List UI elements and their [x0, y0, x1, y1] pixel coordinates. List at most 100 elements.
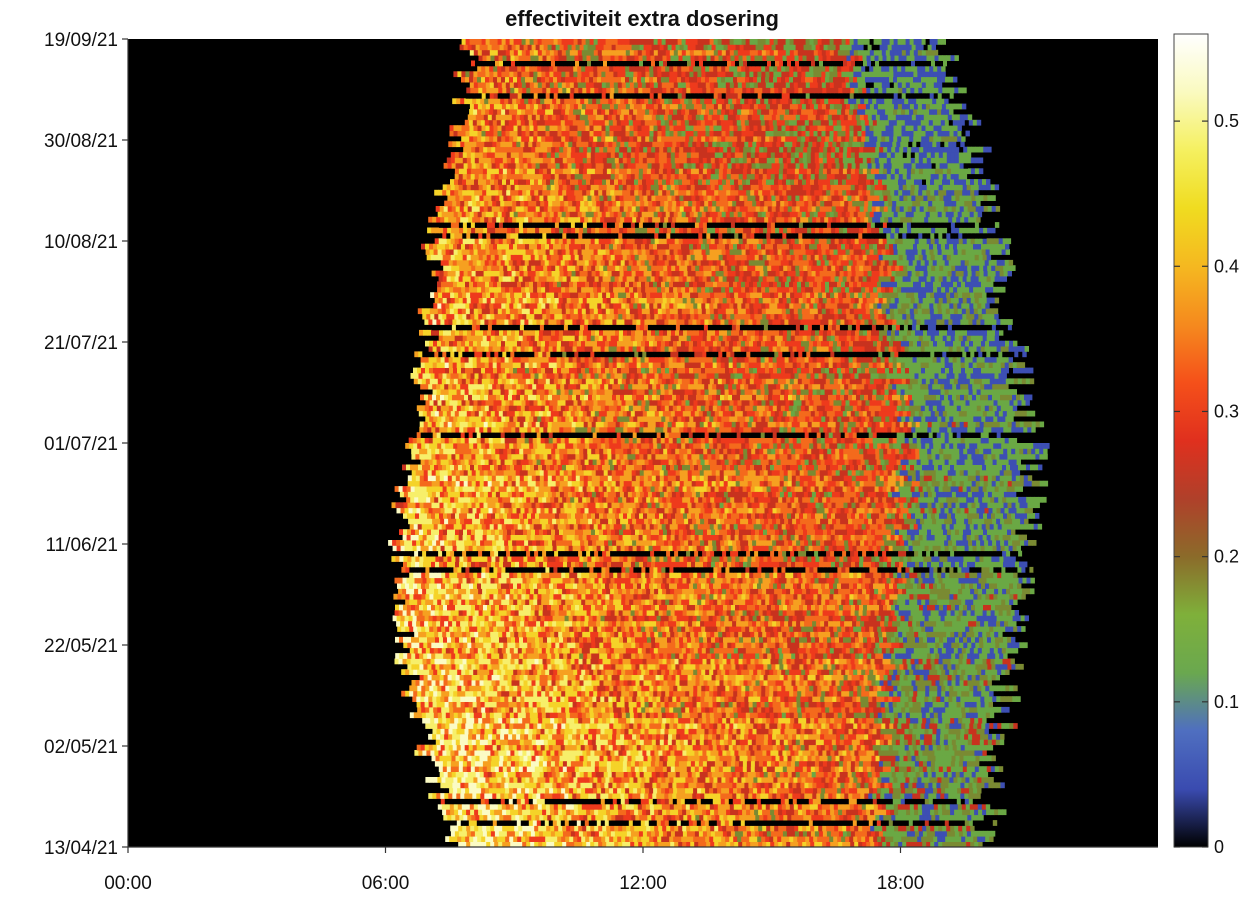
- heatmap-cell: [537, 788, 541, 794]
- heatmap-cell: [931, 815, 935, 821]
- heatmap-cell: [973, 777, 977, 783]
- heatmap-cell: [475, 815, 479, 821]
- heatmap-cell: [469, 777, 473, 783]
- heatmap-cell: [802, 826, 806, 832]
- heatmap-cell: [934, 804, 938, 810]
- heatmap-cell: [462, 809, 466, 815]
- heatmap-cell: [503, 766, 507, 772]
- heatmap-cell: [711, 815, 715, 821]
- heatmap-cell: [755, 831, 759, 837]
- heatmap-cell: [849, 799, 853, 805]
- heatmap-cell: [985, 836, 989, 842]
- heatmap-cell: [696, 772, 700, 778]
- heatmap-cell: [484, 793, 488, 799]
- heatmap-cell: [867, 761, 871, 767]
- heatmap-cell: [639, 815, 643, 821]
- heatmap-cell: [577, 820, 581, 826]
- heatmap-cell: [611, 761, 615, 767]
- heatmap-cell: [853, 777, 857, 783]
- heatmap-cell: [987, 831, 991, 837]
- heatmap-cell: [953, 799, 957, 805]
- heatmap-cell: [616, 772, 620, 778]
- heatmap-cell: [715, 831, 719, 837]
- heatmap-cell: [938, 809, 942, 815]
- heatmap-cell: [979, 831, 983, 837]
- heatmap-cell: [763, 815, 767, 821]
- heatmap-cell: [844, 793, 848, 799]
- heatmap-cell: [602, 826, 606, 832]
- heatmap-cell: [451, 831, 455, 837]
- heatmap-cell: [464, 755, 468, 761]
- heatmap-cell: [484, 782, 488, 788]
- heatmap-cell: [868, 793, 872, 799]
- heatmap-cell: [587, 815, 591, 821]
- heatmap-cell: [901, 777, 905, 783]
- heatmap-cell: [738, 804, 742, 810]
- heatmap-cell: [458, 809, 462, 815]
- heatmap-cell: [742, 809, 746, 815]
- heatmap-cell: [958, 804, 962, 810]
- heatmap-cell: [698, 804, 702, 810]
- heatmap-cell: [989, 820, 993, 826]
- heatmap-cell: [794, 826, 798, 832]
- heatmap-cell: [627, 815, 631, 821]
- heatmap-cell: [968, 793, 972, 799]
- heatmap-cell: [850, 804, 854, 810]
- heatmap-cell: [705, 820, 709, 826]
- heatmap-cell: [597, 836, 601, 842]
- heatmap-cell: [774, 809, 778, 815]
- heatmap-cell: [965, 836, 969, 842]
- heatmap-cell: [536, 772, 540, 778]
- heatmap-cell: [578, 804, 582, 810]
- heatmap-cell: [917, 836, 921, 842]
- heatmap-cell: [785, 777, 789, 783]
- heatmap-cell: [508, 793, 512, 799]
- heatmap-cell: [632, 793, 636, 799]
- heatmap-cell: [773, 799, 777, 805]
- heatmap-cell: [913, 777, 917, 783]
- heatmap-cell: [713, 788, 717, 794]
- heatmap-cell: [671, 831, 675, 837]
- heatmap-cell: [479, 831, 483, 837]
- heatmap-cell: [698, 826, 702, 832]
- heatmap-cell: [563, 831, 567, 837]
- heatmap-cell: [837, 820, 841, 826]
- heatmap-cell: [898, 826, 902, 832]
- heatmap-cell: [875, 815, 879, 821]
- heatmap-cell: [741, 788, 745, 794]
- heatmap-cell: [946, 826, 950, 832]
- heatmap-cell: [762, 809, 766, 815]
- heatmap-cell: [880, 793, 884, 799]
- heatmap-cell: [935, 766, 939, 772]
- heatmap-cell: [577, 777, 581, 783]
- heatmap-cell: [1002, 809, 1006, 815]
- heatmap-cell: [713, 777, 717, 783]
- heatmap-cell: [661, 788, 665, 794]
- heatmap-cell: [660, 793, 664, 799]
- heatmap-cell: [853, 836, 857, 842]
- heatmap-cell: [970, 809, 974, 815]
- heatmap-cell: [461, 820, 465, 826]
- heatmap-cell: [731, 766, 735, 772]
- heatmap-cell: [460, 793, 464, 799]
- heatmap-cell: [924, 793, 928, 799]
- heatmap-cell: [468, 782, 472, 788]
- heatmap-cell: [943, 766, 947, 772]
- heatmap-cell: [837, 777, 841, 783]
- heatmap-cell: [620, 782, 624, 788]
- heatmap-cell: [549, 799, 553, 805]
- heatmap-cell: [557, 836, 561, 842]
- heatmap-cell: [889, 777, 893, 783]
- heatmap-cell: [979, 815, 983, 821]
- heatmap-cell: [728, 793, 732, 799]
- heatmap-cell: [706, 804, 710, 810]
- heatmap-cell: [787, 831, 791, 837]
- heatmap-cell: [546, 804, 550, 810]
- heatmap-cell: [605, 799, 609, 805]
- heatmap-cell: [839, 831, 843, 837]
- heatmap-cell: [891, 815, 895, 821]
- heatmap-cell: [607, 766, 611, 772]
- heatmap-cell: [855, 815, 859, 821]
- heatmap-cell: [986, 809, 990, 815]
- heatmap-cell: [518, 826, 522, 832]
